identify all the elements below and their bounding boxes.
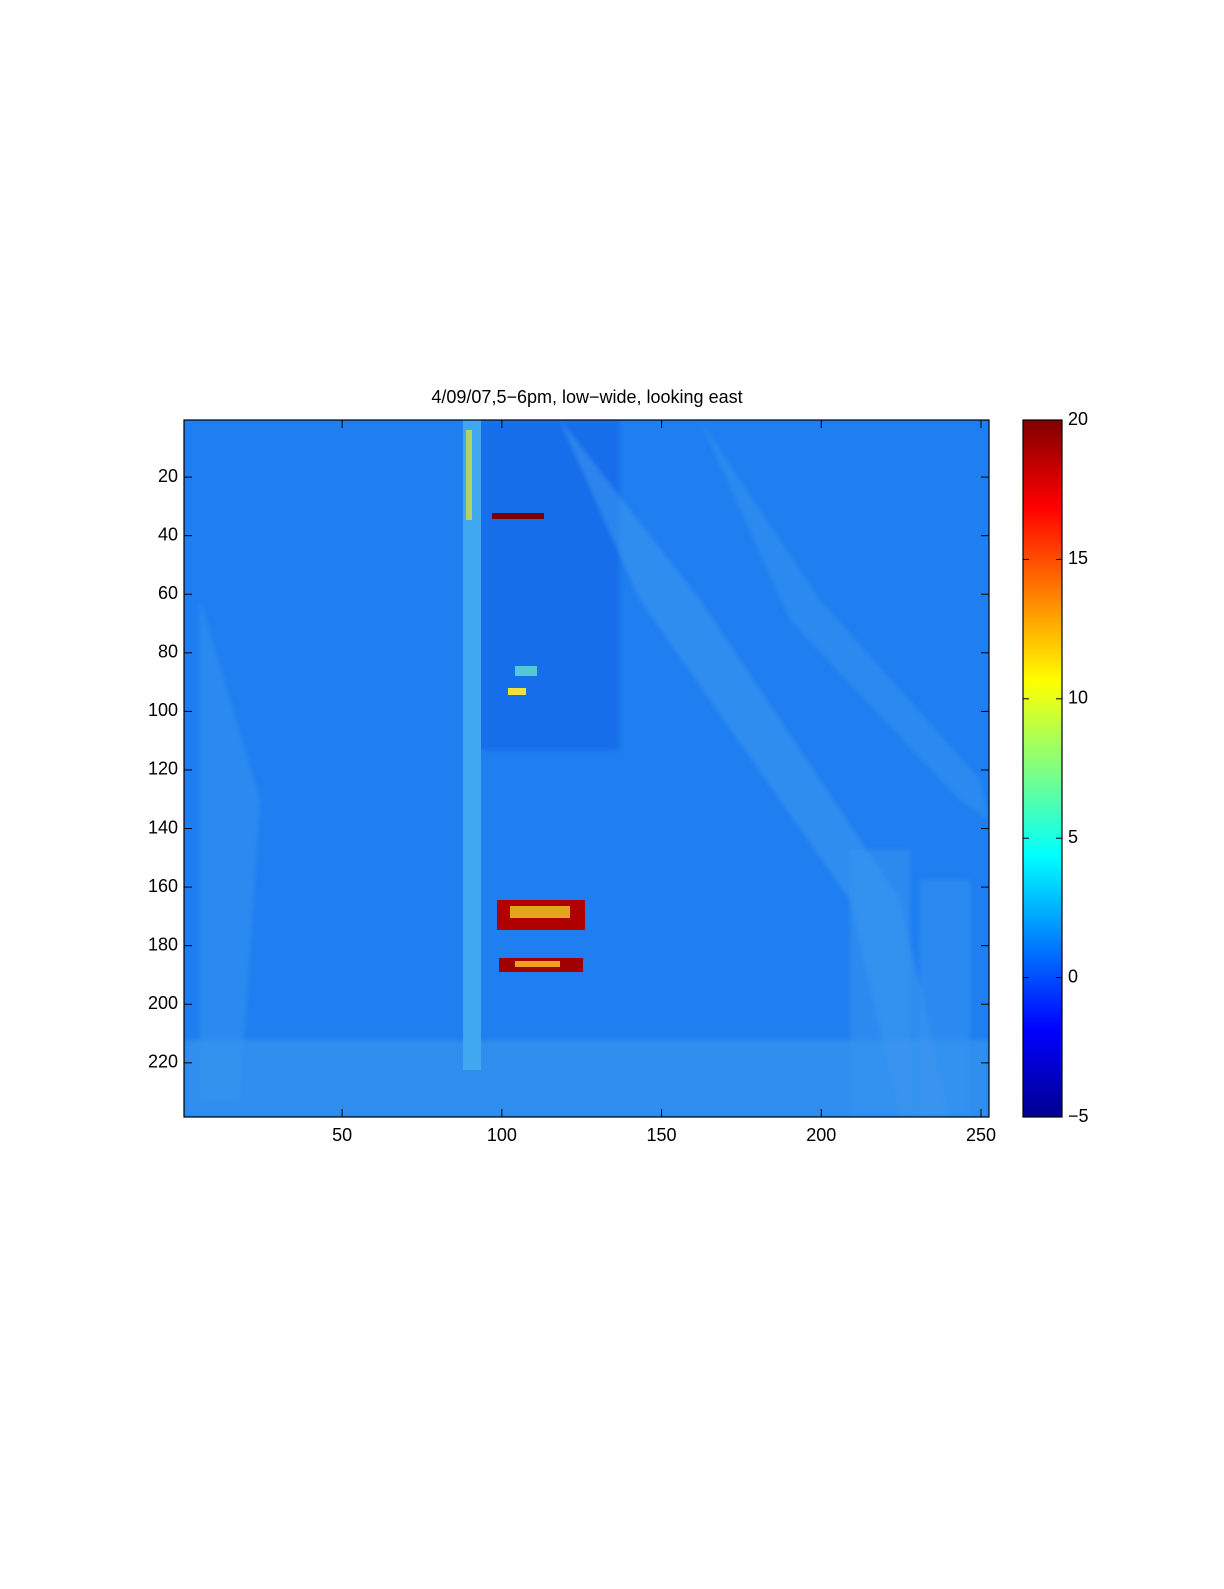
y-tick-label: 180	[148, 934, 178, 954]
x-tick-label: 150	[647, 1125, 677, 1145]
x-tick-label: 50	[332, 1125, 352, 1145]
axes-box	[183, 419, 990, 1118]
colorbar-tick-label: 10	[1068, 688, 1088, 708]
chart-title: 4/09/07,5−6pm, low−wide, looking east	[431, 387, 742, 407]
y-tick-label: 20	[158, 466, 178, 486]
y-tick-label: 220	[148, 1052, 178, 1072]
pole	[463, 420, 481, 1070]
y-tick-label: 40	[158, 524, 178, 544]
y-tick-label: 120	[148, 759, 178, 779]
y-tick-label: 160	[148, 876, 178, 896]
colorbar-tick-label: 5	[1068, 827, 1078, 847]
warm-spot	[508, 688, 526, 695]
y-tick-label: 200	[148, 993, 178, 1013]
hot-spot	[492, 513, 544, 519]
colorbar-tick-label: −5	[1068, 1106, 1089, 1126]
hot-spot	[515, 961, 560, 967]
y-tick-label: 60	[158, 583, 178, 603]
warm-spot	[515, 666, 537, 676]
y-tick-label: 80	[158, 642, 178, 662]
x-tick-label: 250	[966, 1125, 996, 1145]
x-tick-label: 200	[806, 1125, 836, 1145]
image-texture	[184, 420, 989, 1117]
colorbar-tick-label: 0	[1068, 966, 1078, 986]
image	[184, 420, 989, 1117]
colorbar	[1022, 419, 1063, 1118]
hot-spot	[510, 906, 570, 918]
pole-hot	[466, 430, 472, 520]
colorbar-tick-label: 15	[1068, 548, 1088, 568]
y-tick-label: 140	[148, 817, 178, 837]
colorbar-tick-label: 20	[1068, 409, 1088, 429]
y-tick-label: 100	[148, 700, 178, 720]
x-tick-label: 100	[487, 1125, 517, 1145]
